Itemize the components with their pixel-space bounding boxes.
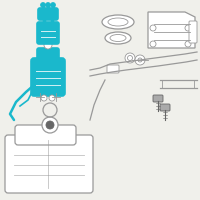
Circle shape <box>185 25 191 31</box>
Ellipse shape <box>105 32 131 44</box>
FancyBboxPatch shape <box>37 22 59 44</box>
Circle shape <box>46 2 50 7</box>
Circle shape <box>46 121 54 129</box>
Circle shape <box>40 2 46 7</box>
Circle shape <box>150 41 156 47</box>
FancyBboxPatch shape <box>31 58 65 96</box>
FancyBboxPatch shape <box>38 8 58 20</box>
FancyBboxPatch shape <box>189 21 197 43</box>
Ellipse shape <box>108 18 128 26</box>
Ellipse shape <box>102 15 134 29</box>
Circle shape <box>41 95 47 101</box>
Circle shape <box>42 117 58 133</box>
FancyBboxPatch shape <box>37 48 59 62</box>
FancyBboxPatch shape <box>15 125 76 145</box>
Circle shape <box>50 2 56 7</box>
Circle shape <box>185 41 191 47</box>
Circle shape <box>135 55 145 65</box>
Polygon shape <box>148 12 195 48</box>
Circle shape <box>128 55 132 60</box>
FancyBboxPatch shape <box>107 65 119 73</box>
Ellipse shape <box>110 34 126 42</box>
FancyBboxPatch shape <box>160 104 170 111</box>
Circle shape <box>138 58 142 62</box>
FancyBboxPatch shape <box>153 95 163 102</box>
Circle shape <box>125 53 135 63</box>
Circle shape <box>49 95 55 101</box>
Circle shape <box>150 25 156 31</box>
FancyBboxPatch shape <box>5 135 93 193</box>
Circle shape <box>44 41 52 49</box>
